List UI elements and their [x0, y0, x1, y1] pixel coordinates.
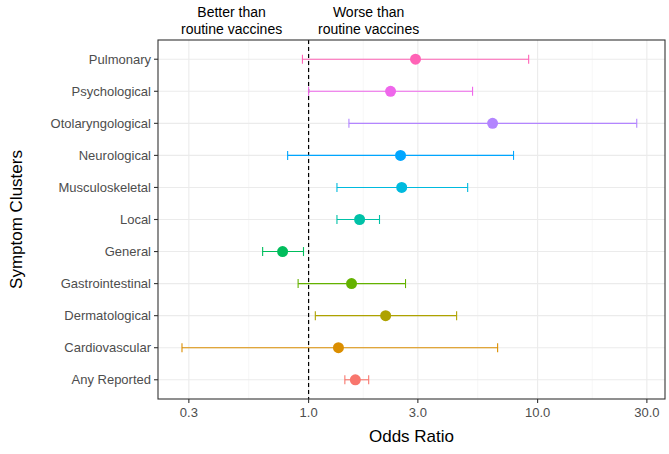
- grid-line: [158, 91, 665, 92]
- point: [380, 310, 391, 321]
- error-bar-cap: [368, 375, 369, 384]
- error-bar-cap: [528, 55, 529, 64]
- category-label: Cardiovascular: [64, 340, 151, 355]
- error-bar: [298, 279, 405, 288]
- error-bar-cap: [298, 279, 299, 288]
- error-bar: [288, 151, 514, 160]
- error-bar-cap: [336, 183, 337, 192]
- tick: [537, 399, 538, 403]
- category-label: General: [105, 244, 151, 259]
- tick: [308, 399, 309, 403]
- error-bar-cap: [181, 343, 182, 352]
- point: [346, 278, 357, 289]
- error-bar-cap: [302, 55, 303, 64]
- category-label: Local: [120, 212, 151, 227]
- category-label: Otolaryngological: [51, 116, 152, 131]
- point: [487, 118, 498, 129]
- category-label: Any Reported: [72, 372, 152, 387]
- error-bar-cap: [513, 151, 514, 160]
- category-label: Gastrointestinal: [61, 276, 151, 291]
- grid-line: [158, 187, 665, 188]
- error-bar-cap: [472, 87, 473, 96]
- tick: [154, 123, 158, 124]
- grid-line: [158, 379, 665, 380]
- grid-line: [158, 283, 665, 284]
- point: [385, 86, 396, 97]
- tick: [154, 187, 158, 188]
- grid-line: [158, 251, 665, 252]
- y-axis-title: Symptom Clusters: [7, 150, 26, 289]
- tick-label: 1.0: [300, 405, 318, 420]
- tick: [154, 155, 158, 156]
- category-label: Dermatological: [64, 308, 151, 323]
- point: [396, 182, 407, 193]
- x-axis-title: Odds Ratio: [369, 427, 454, 446]
- error-bar-cap: [344, 375, 345, 384]
- grid-line: [158, 219, 665, 220]
- tick: [154, 219, 158, 220]
- error-bar: [182, 343, 498, 352]
- error-bar: [315, 311, 456, 320]
- grid-line: [158, 155, 665, 156]
- error-bar-cap: [308, 87, 309, 96]
- error-bar-cap: [287, 151, 288, 160]
- tick: [154, 315, 158, 316]
- grid-line: [158, 315, 665, 316]
- point: [354, 214, 365, 225]
- tick: [154, 251, 158, 252]
- chart: 0.3 1.0 3.0 10.0 30.0 Pulmonary Psychological O…: [0, 0, 669, 454]
- point: [410, 54, 421, 65]
- panel-border: [158, 40, 665, 399]
- tick: [417, 399, 418, 403]
- plot-background: [158, 40, 665, 399]
- annotation: Better than: [197, 4, 266, 20]
- error-bar-cap: [379, 215, 380, 224]
- category-label: Neurological: [79, 148, 151, 163]
- data-group: [182, 40, 637, 399]
- annotation: routine vaccines: [318, 21, 419, 37]
- error-bar: [345, 375, 369, 384]
- error-bar-cap: [497, 343, 498, 352]
- error-bar-cap: [348, 119, 349, 128]
- error-bar-cap: [262, 247, 263, 256]
- category-label: Musculoskeletal: [59, 180, 152, 195]
- point: [350, 374, 361, 385]
- tick: [154, 347, 158, 348]
- error-bar: [337, 183, 468, 192]
- error-bar-cap: [636, 119, 637, 128]
- point: [395, 150, 406, 161]
- grid-line: [158, 347, 665, 348]
- tick-label: 0.3: [180, 405, 198, 420]
- annotation: Worse than: [333, 4, 404, 20]
- tick: [154, 283, 158, 284]
- tick: [154, 59, 158, 60]
- tick: [154, 91, 158, 92]
- annotation: routine vaccines: [181, 21, 282, 37]
- tick-label: 30.0: [634, 405, 659, 420]
- point: [333, 342, 344, 353]
- point: [277, 246, 288, 257]
- error-bar: [309, 87, 473, 96]
- error-bar-cap: [456, 311, 457, 320]
- reference-line: [308, 40, 309, 399]
- error-bar-cap: [467, 183, 468, 192]
- grid-line: [158, 123, 665, 124]
- error-bar: [337, 215, 380, 224]
- tick-label: 3.0: [409, 405, 427, 420]
- tick: [646, 399, 647, 403]
- tick: [154, 379, 158, 380]
- category-label: Pulmonary: [89, 52, 152, 67]
- category-label: Psychological: [72, 84, 152, 99]
- error-bar-cap: [405, 279, 406, 288]
- error-bar-cap: [303, 247, 304, 256]
- tick: [188, 399, 189, 403]
- tick-label: 10.0: [525, 405, 550, 420]
- error-bar-cap: [315, 311, 316, 320]
- error-bar-cap: [336, 215, 337, 224]
